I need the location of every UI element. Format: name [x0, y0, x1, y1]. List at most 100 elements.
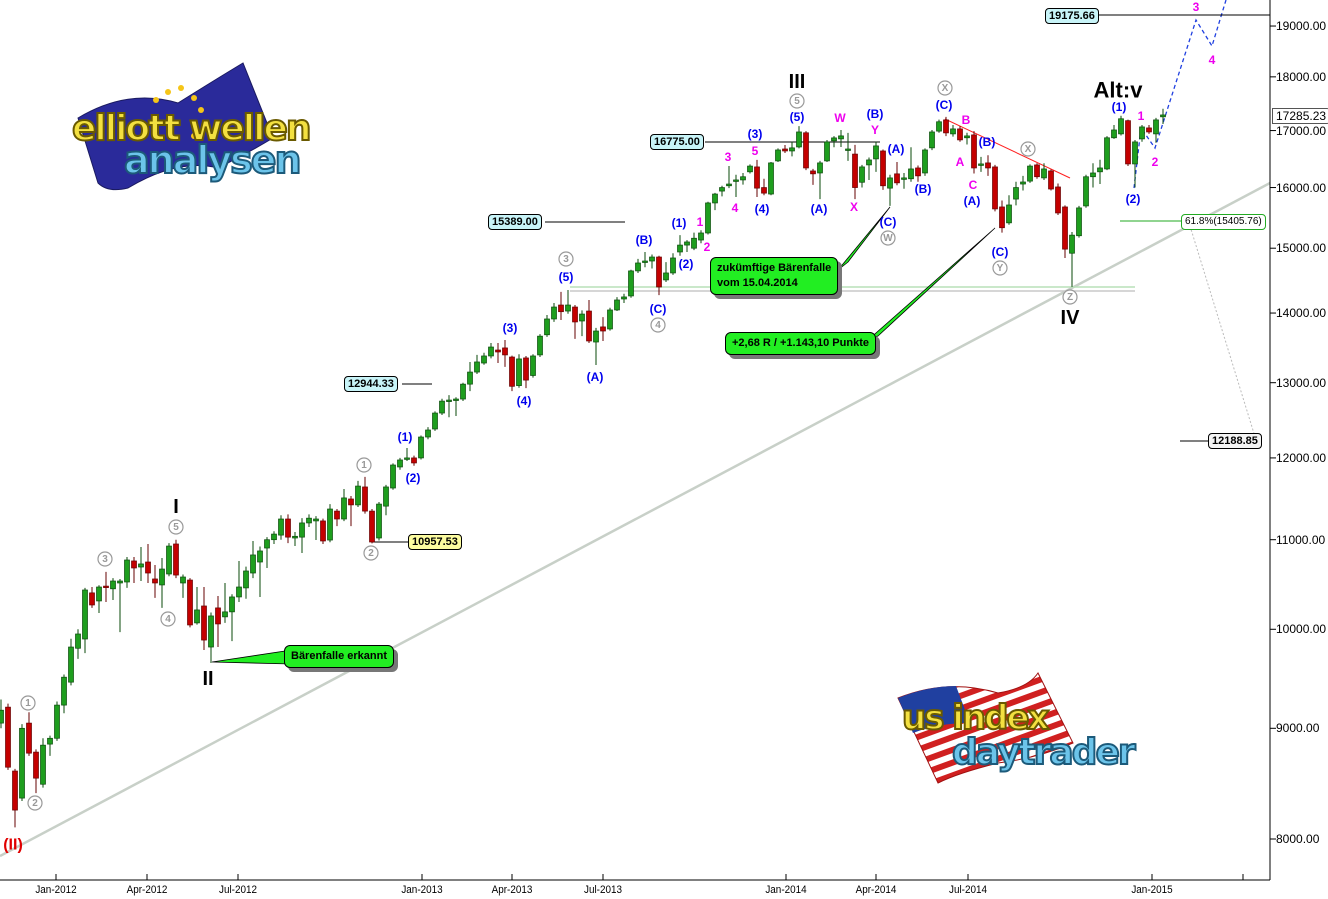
- candle-body: [411, 457, 417, 464]
- callout-text: +2,68 R / +1.143,10 Punkte: [732, 337, 869, 349]
- candle: [817, 160, 823, 200]
- wave-label-blue: (C): [936, 98, 953, 112]
- candle: [194, 587, 200, 625]
- candle: [894, 162, 900, 186]
- wave-label-blue: (B): [915, 182, 932, 196]
- candle: [201, 587, 207, 650]
- candle: [915, 165, 921, 182]
- candle: [950, 125, 956, 137]
- x-tick-label: Jan-2015: [1131, 884, 1173, 896]
- candle: [411, 455, 417, 466]
- candle: [1034, 163, 1040, 179]
- candle: [229, 594, 235, 642]
- candle: [593, 327, 599, 366]
- candle-body: [656, 256, 662, 288]
- candle-body: [922, 149, 928, 174]
- candle: [537, 334, 543, 358]
- candle-body: [40, 744, 46, 785]
- candle-body: [810, 170, 816, 175]
- candle: [929, 130, 935, 151]
- x-tick-label: Jan-2014: [765, 884, 807, 896]
- candle-body: [390, 464, 396, 489]
- candle: [859, 164, 865, 188]
- candle: [187, 578, 193, 628]
- wave-label-circle: [168, 519, 184, 535]
- candle: [1111, 125, 1117, 139]
- callout-text: Bärenfalle erkannt: [291, 650, 387, 662]
- candle: [467, 361, 473, 392]
- candle: [243, 566, 249, 599]
- x-tick-label: Jul-2012: [219, 884, 257, 896]
- candle: [1055, 183, 1061, 215]
- candle: [936, 119, 942, 133]
- candle-body: [1034, 164, 1040, 178]
- candle: [796, 126, 802, 149]
- candle: [96, 585, 102, 613]
- callout-zukuenftige-baerenfalle: zukümftige Bärenfalle vom 15.04.2014: [710, 257, 839, 295]
- candle-body: [803, 132, 809, 169]
- candle-body: [467, 371, 473, 385]
- candle: [327, 504, 333, 543]
- resistance-line: [944, 118, 1071, 179]
- candle-body: [915, 167, 921, 177]
- candle-body: [1062, 206, 1068, 250]
- candle-body: [5, 706, 11, 768]
- candle: [348, 495, 354, 527]
- candle: [1125, 119, 1131, 167]
- candle-body: [796, 131, 802, 148]
- wave-label-magenta: C: [969, 178, 978, 192]
- candle: [880, 149, 886, 190]
- candle: [978, 156, 984, 172]
- candle-body: [341, 497, 347, 520]
- candle-body: [194, 609, 200, 624]
- candle-body: [817, 162, 823, 174]
- callout-text: vom 15.04.2014: [717, 277, 798, 289]
- price-level-19175: 19175.66: [1045, 8, 1099, 24]
- wave-label-major: III: [789, 71, 806, 93]
- candle: [124, 556, 130, 588]
- wave-label-circled: 5: [173, 522, 179, 533]
- wave-label-circle: [363, 545, 379, 561]
- y-tick-label: 8000.00: [1276, 832, 1320, 846]
- wave-label-circled: X: [942, 83, 949, 94]
- candle: [698, 230, 704, 244]
- candle-body: [495, 349, 501, 353]
- candle-body: [978, 163, 984, 166]
- candle: [397, 457, 403, 470]
- callout-result-points: +2,68 R / +1.143,10 Punkte: [725, 332, 876, 355]
- candle-body: [250, 554, 256, 574]
- candle: [1041, 163, 1047, 180]
- candle-body: [460, 383, 466, 400]
- candle: [992, 164, 998, 212]
- wave-label-circled: Z: [1067, 292, 1073, 303]
- candle: [1048, 169, 1054, 191]
- candle: [0, 699, 4, 729]
- candle: [530, 354, 536, 378]
- candle-body: [229, 596, 235, 613]
- candle: [40, 738, 46, 788]
- wave-label-major: IV: [1061, 307, 1081, 329]
- wave-label-blue: (2): [1126, 192, 1141, 206]
- candle: [677, 235, 683, 256]
- candle: [705, 201, 711, 235]
- candle: [1062, 205, 1068, 258]
- candle-body: [292, 535, 298, 539]
- logo-line2: analysen: [123, 137, 303, 183]
- candle: [649, 254, 655, 269]
- candle-body: [859, 166, 865, 183]
- candle: [390, 463, 396, 490]
- candle-body: [33, 751, 39, 779]
- wave-label-blue: (4): [755, 202, 770, 216]
- candle-body: [838, 135, 844, 140]
- candle-body: [537, 335, 543, 356]
- candle: [635, 258, 641, 273]
- wave-label-circle: [27, 795, 43, 811]
- candle: [789, 141, 795, 157]
- candle: [1160, 108, 1166, 124]
- candle-body: [1097, 167, 1103, 173]
- candle: [334, 509, 340, 527]
- candle-body: [768, 162, 774, 195]
- candle-body: [698, 232, 704, 241]
- candle-body: [1153, 119, 1159, 135]
- candle: [845, 132, 851, 161]
